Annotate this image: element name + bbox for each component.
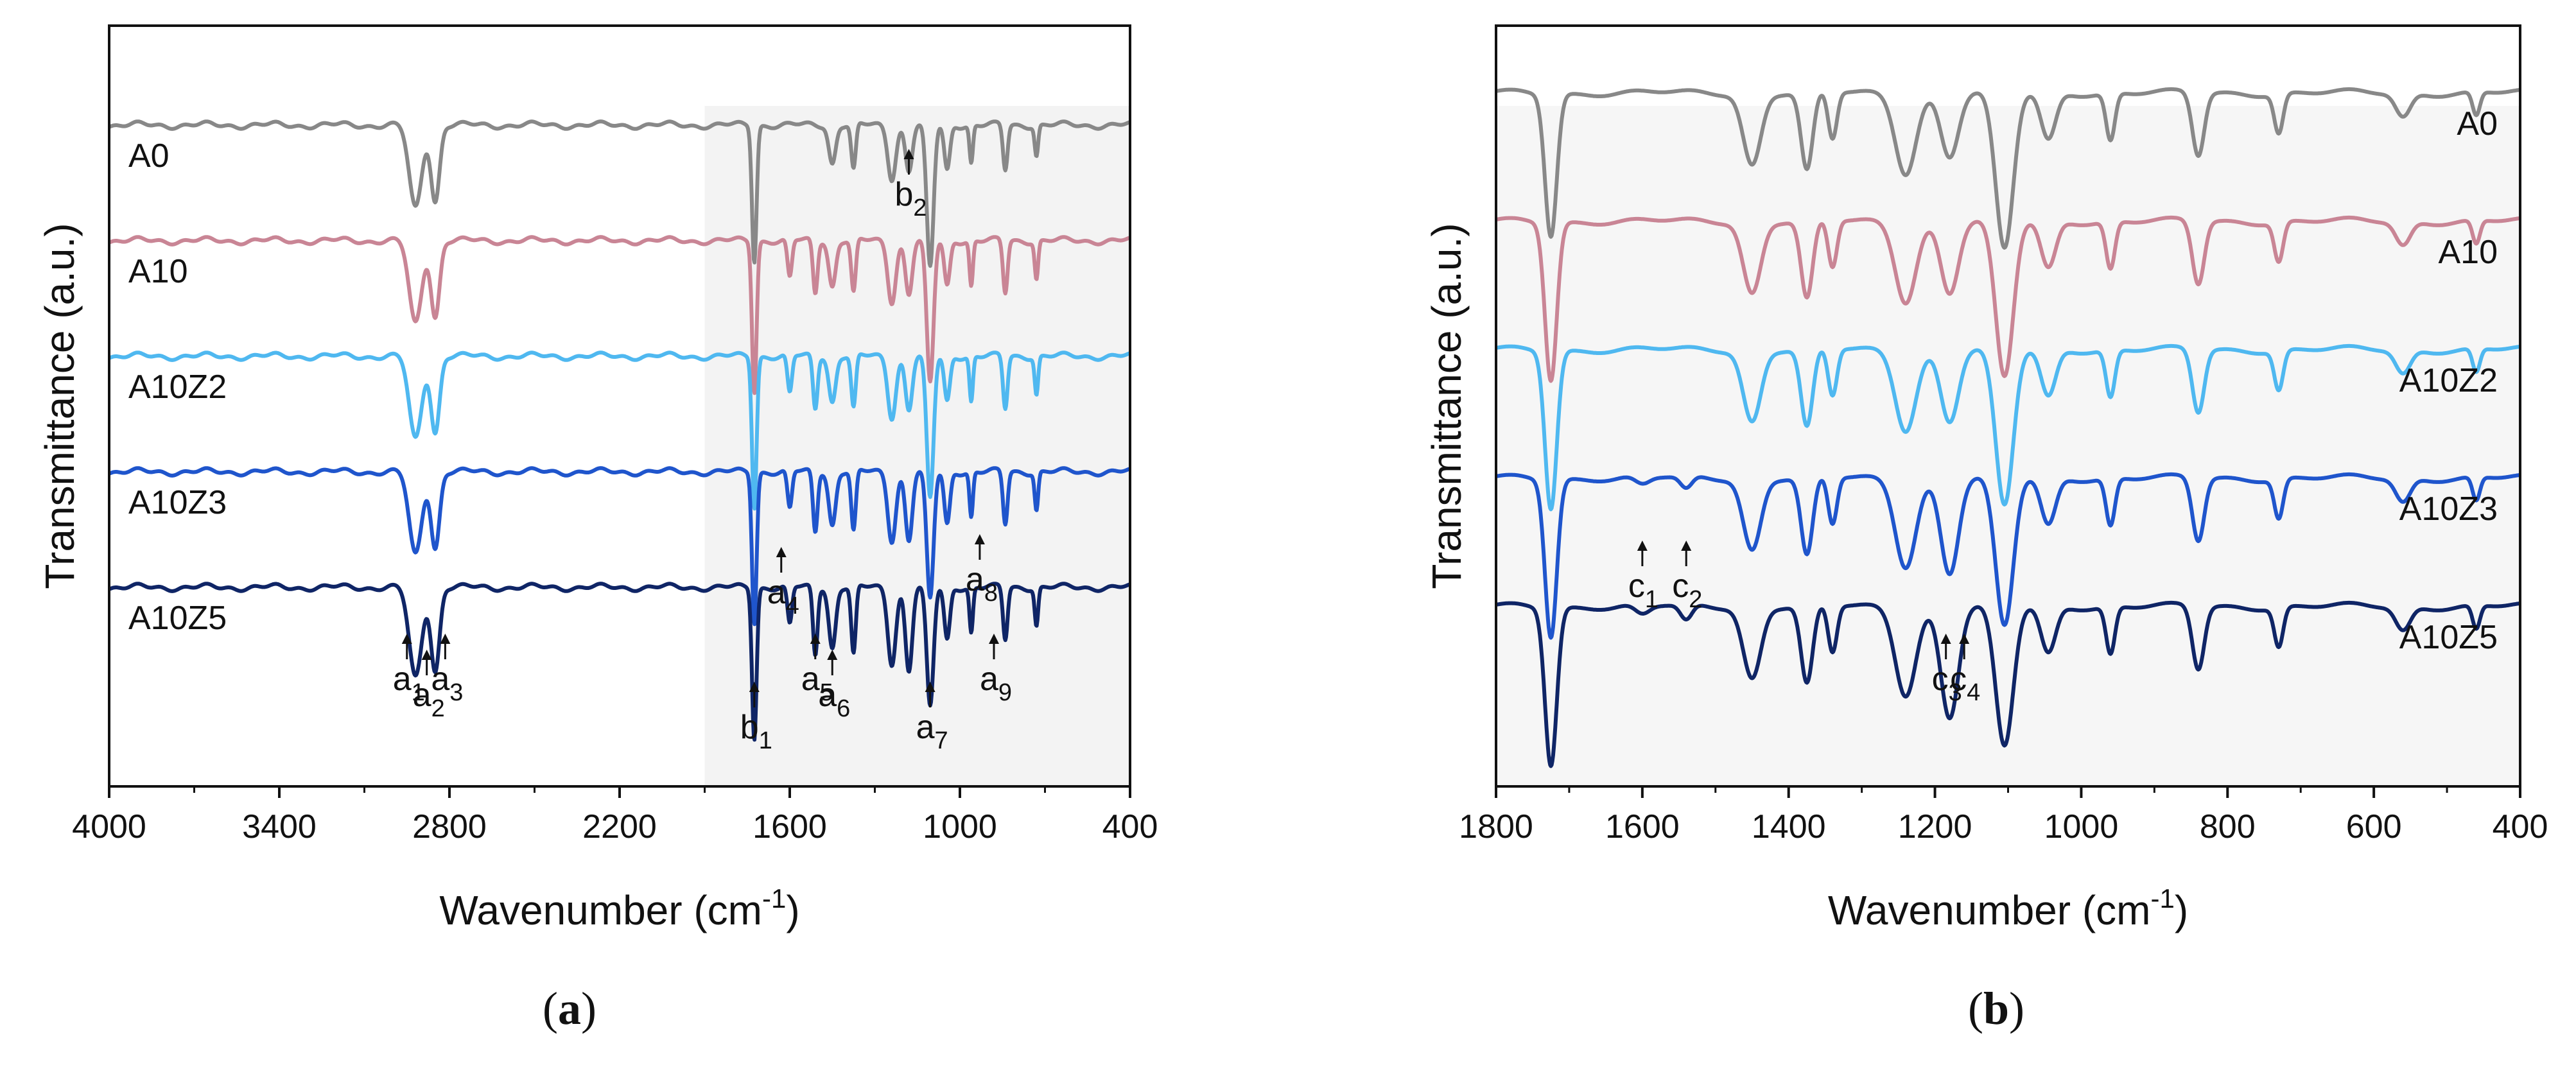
legend-label-a10z5: A10Z5 <box>2399 619 2498 656</box>
annotation-label-a8: a8 <box>966 561 998 607</box>
legend-label-a10: A10 <box>2438 234 2498 271</box>
annotation-arrowhead <box>440 634 451 644</box>
legend-label-a0: A0 <box>2457 105 2498 143</box>
annotation-arrowhead <box>749 682 760 692</box>
annotation-label-c2: c2 <box>1672 567 1702 613</box>
annotation-arrowhead <box>1959 634 1970 644</box>
annotation-arrowhead <box>421 650 432 660</box>
x-tick-label: 1000 <box>2044 808 2119 845</box>
series-line-a10z5 <box>108 582 1131 742</box>
x-tick-label: 3400 <box>242 808 317 845</box>
series-line-a10 <box>108 235 1131 395</box>
annotation-arrowhead <box>989 634 999 644</box>
legend-label-a10z3: A10Z3 <box>128 484 227 521</box>
x-tick-label: 4000 <box>72 808 146 845</box>
panel-a-chart: A0 A10 A10Z2 A10Z3 A10Z5 4000 3400 2800 2200 1600… <box>37 24 1158 933</box>
x-tick-label: 1600 <box>1605 808 1680 845</box>
x-tick-label: 400 <box>1102 808 1158 845</box>
x-axis-label: Wavenumber (cm-1) <box>439 883 799 933</box>
x-tick-label: 1600 <box>753 808 827 845</box>
legend-label-a10z2: A10Z2 <box>128 368 227 406</box>
x-axis-label: Wavenumber (cm-1) <box>1828 883 2188 933</box>
legend-label-a10: A10 <box>128 253 188 290</box>
annotation-arrowhead <box>925 682 936 692</box>
annotation-label-b2: b2 <box>895 176 927 221</box>
panel-label-a: (a) <box>543 983 596 1034</box>
y-axis-label: Transmittance (a.u.) <box>37 223 83 589</box>
series-line-a10z5 <box>1495 600 2521 768</box>
series-line-a10z2 <box>108 351 1131 511</box>
series-line-a0 <box>108 119 1131 268</box>
annotation-label-a7: a7 <box>916 709 948 754</box>
annotation-label-a3: a3 <box>431 661 463 706</box>
legend-label-a10z2: A10Z2 <box>2399 362 2498 399</box>
annotation-arrowhead <box>401 634 412 644</box>
annotation-label-a6: a6 <box>818 677 850 722</box>
annotation-arrowhead <box>827 650 838 660</box>
x-tick-label: 1200 <box>1898 808 1972 845</box>
annotation-label-a9: a9 <box>980 661 1012 706</box>
x-tick-label: 1000 <box>923 808 997 845</box>
series-line-a10 <box>1495 215 2521 383</box>
series-line-a10z3 <box>108 466 1131 627</box>
annotation-arrowhead <box>810 634 821 644</box>
x-tick-label: 800 <box>2200 808 2256 845</box>
legend-label-a10z5: A10Z5 <box>128 600 227 637</box>
x-tick-label: 1800 <box>1459 808 1533 845</box>
series-line-a10z2 <box>1495 343 2521 512</box>
shaded-region <box>704 106 1130 786</box>
x-tick-label: 2200 <box>582 808 657 845</box>
annotation-label-c4: c4 <box>1950 661 1980 706</box>
annotation-label-b1: b1 <box>740 709 772 754</box>
annotation-label-a2: a2 <box>413 677 445 722</box>
annotation-arrowhead <box>1637 541 1648 551</box>
x-tick-label: 1400 <box>1752 808 1826 845</box>
annotation-label-c3: c3 <box>1932 661 1962 706</box>
x-tick-label: 600 <box>2346 808 2402 845</box>
y-axis-label: Transmittance (a.u.) <box>1423 223 1470 589</box>
annotation-arrowhead <box>974 534 985 544</box>
annotation-arrowhead <box>1681 541 1692 551</box>
legend-label-a0: A0 <box>128 137 170 175</box>
x-tick-label: 400 <box>2493 808 2548 845</box>
annotation-label-a4: a4 <box>767 574 799 619</box>
annotation-label-a1: a1 <box>393 661 425 706</box>
panel-b-chart: A0 A10 A10Z2 A10Z3 A10Z5 1800 1600 1400 1200 1000… <box>1423 24 2548 933</box>
panel-label-b: (b) <box>1968 983 2025 1034</box>
annotation-arrowhead <box>903 149 914 159</box>
annotation-arrowhead <box>776 547 787 557</box>
legend-label-a10z3: A10Z3 <box>2399 490 2498 528</box>
annotation-label-a5: a5 <box>801 661 833 706</box>
shaded-region <box>1496 106 2520 786</box>
annotation-label-c1: c1 <box>1628 567 1658 613</box>
x-tick-label: 2800 <box>412 808 487 845</box>
annotation-arrowhead <box>1940 634 1951 644</box>
series-line-a10z3 <box>1495 472 2521 640</box>
series-line-a0 <box>1495 87 2521 250</box>
